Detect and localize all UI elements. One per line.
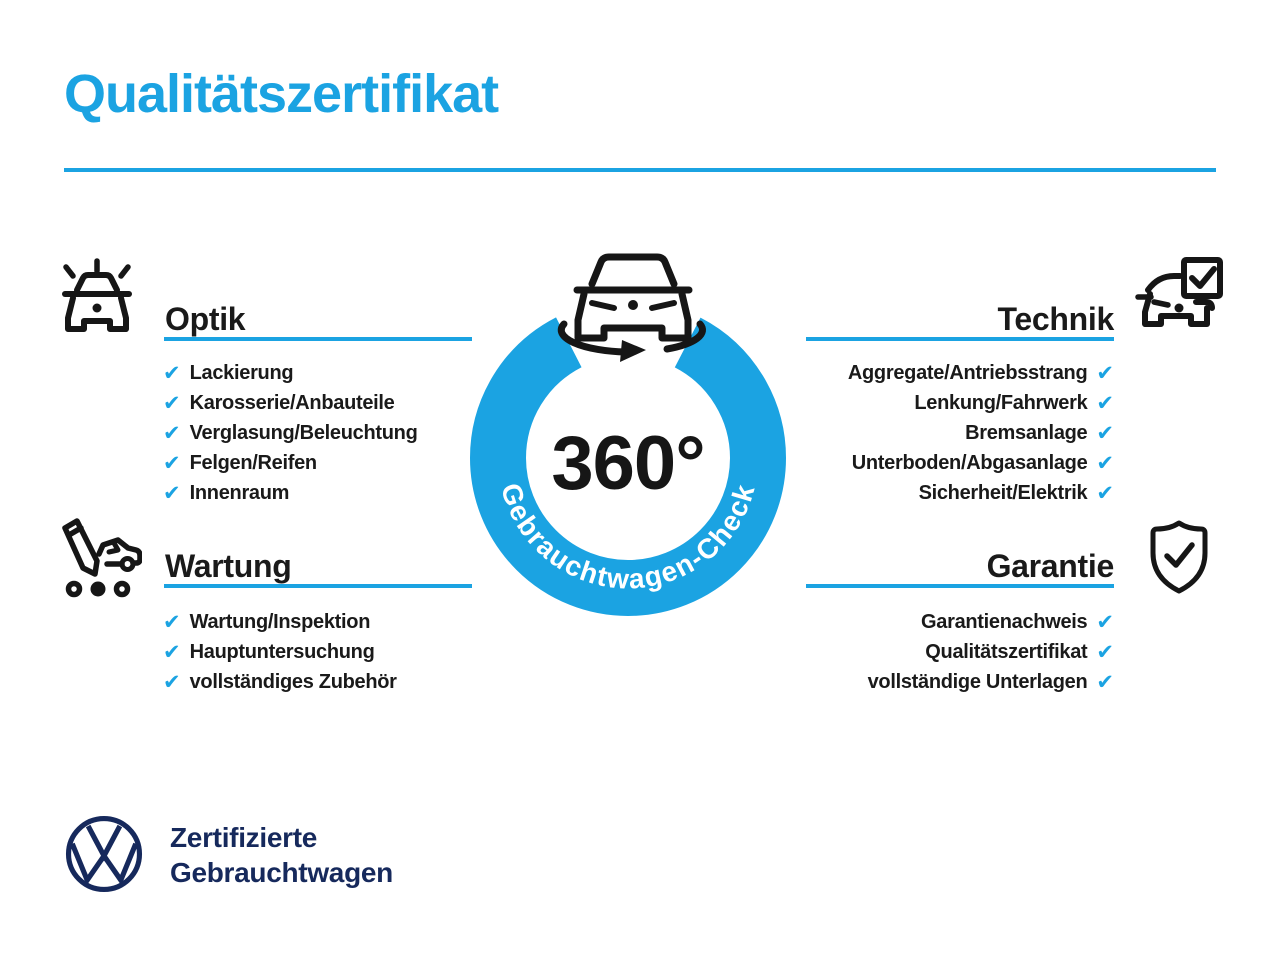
badge-value: 360° [551, 421, 704, 506]
checklist-item: ✔ Karosserie/Anbauteile [163, 388, 418, 418]
checklist-item: ✔ Verglasung/Beleuchtung [163, 418, 418, 448]
footer-line-2: Gebrauchtwagen [170, 857, 393, 888]
checklist-item-label: Wartung/Inspektion [189, 610, 371, 633]
check-icon: ✔ [163, 669, 181, 694]
car-shine-icon [62, 258, 132, 332]
checklist-item: ✔ Hauptuntersuchung [163, 637, 397, 667]
checklist-item-label: Hauptuntersuchung [189, 640, 375, 663]
checklist-item-label: Garantienachweis [921, 610, 1088, 633]
checklist-item-label: Qualitätszertifikat [925, 640, 1088, 663]
check-icon: ✔ [1096, 609, 1114, 634]
checklist-item-label: Lackierung [189, 361, 294, 384]
title-divider [64, 168, 1216, 172]
check-icon: ✔ [1096, 450, 1114, 475]
check-icon: ✔ [163, 390, 181, 415]
section-title-garantie: Garantie [986, 548, 1115, 584]
checklist-item: Aggregate/Antriebsstrang ✔ [848, 358, 1114, 388]
checklist-item-label: Aggregate/Antriebsstrang [847, 361, 1088, 384]
check-icon: ✔ [163, 420, 181, 445]
checklist-item: ✔ Felgen/Reifen [163, 448, 418, 478]
checklist-item-label: Verglasung/Beleuchtung [189, 421, 418, 444]
360-check-badge: Gebrauchtwagen-Check 360° [470, 253, 786, 616]
checklist-item-label: Felgen/Reifen [189, 451, 318, 474]
optik-divider [164, 337, 472, 341]
check-icon: ✔ [1096, 390, 1114, 415]
wartung-divider [164, 584, 472, 588]
checklist-item: ✔ Lackierung [163, 358, 418, 388]
garantie-divider [806, 584, 1114, 588]
page-title: Qualitätszertifikat [64, 64, 499, 124]
garantie-list: Garantienachweis ✔ Qualitätszertifikat ✔… [868, 607, 1114, 697]
checklist-item: ✔ Wartung/Inspektion [163, 607, 397, 637]
checklist-item-label: Lenkung/Fahrwerk [914, 391, 1088, 414]
optik-list: ✔ Lackierung ✔ Karosserie/Anbauteile ✔ V… [163, 358, 418, 508]
checklist-item-label: Bremsanlage [965, 421, 1088, 444]
checklist-item-label: Innenraum [189, 481, 290, 504]
vw-logo [65, 815, 143, 893]
check-icon: ✔ [163, 609, 181, 634]
section-title-optik: Optik [165, 301, 246, 337]
footer-line-1: Zertifizierte [170, 822, 318, 853]
section-title-technik: Technik [997, 301, 1115, 337]
check-icon: ✔ [163, 360, 181, 385]
check-icon: ✔ [1096, 420, 1114, 445]
wartung-list: ✔ Wartung/Inspektion ✔ Hauptuntersuchung… [163, 607, 397, 697]
check-icon: ✔ [163, 639, 181, 664]
pencil-truck-icon [62, 518, 142, 598]
footer-brand-text: Zertifizierte Gebrauchtwagen [170, 820, 393, 890]
check-icon: ✔ [1096, 360, 1114, 385]
checklist-item: Lenkung/Fahrwerk ✔ [848, 388, 1114, 418]
checklist-item-label: Unterboden/Abgasanlage [851, 451, 1088, 474]
check-icon: ✔ [1096, 669, 1114, 694]
car-checkbox-icon [1135, 257, 1223, 327]
check-icon: ✔ [163, 450, 181, 475]
checklist-item: Garantienachweis ✔ [868, 607, 1114, 637]
checklist-item: vollständige Unterlagen ✔ [868, 667, 1114, 697]
checklist-item-label: Karosserie/Anbauteile [189, 391, 395, 414]
check-icon: ✔ [1096, 480, 1114, 505]
section-title-wartung: Wartung [165, 548, 292, 584]
checklist-item-label: vollständiges Zubehör [189, 670, 397, 693]
technik-divider [806, 337, 1114, 341]
check-icon: ✔ [1096, 639, 1114, 664]
shield-check-icon [1150, 520, 1208, 594]
checklist-item: Bremsanlage ✔ [848, 418, 1114, 448]
checklist-item-label: vollständige Unterlagen [867, 670, 1088, 693]
badge-ring [470, 300, 786, 616]
checklist-item: ✔ vollständiges Zubehör [163, 667, 397, 697]
checklist-item: Sicherheit/Elektrik ✔ [848, 478, 1114, 508]
car-rotate-icon [557, 253, 706, 362]
checklist-item-label: Sicherheit/Elektrik [918, 481, 1088, 504]
checklist-item: Qualitätszertifikat ✔ [868, 637, 1114, 667]
checklist-item: Unterboden/Abgasanlage ✔ [848, 448, 1114, 478]
check-icon: ✔ [163, 480, 181, 505]
checklist-item: ✔ Innenraum [163, 478, 418, 508]
technik-list: Aggregate/Antriebsstrang ✔ Lenkung/Fahrw… [848, 358, 1114, 508]
